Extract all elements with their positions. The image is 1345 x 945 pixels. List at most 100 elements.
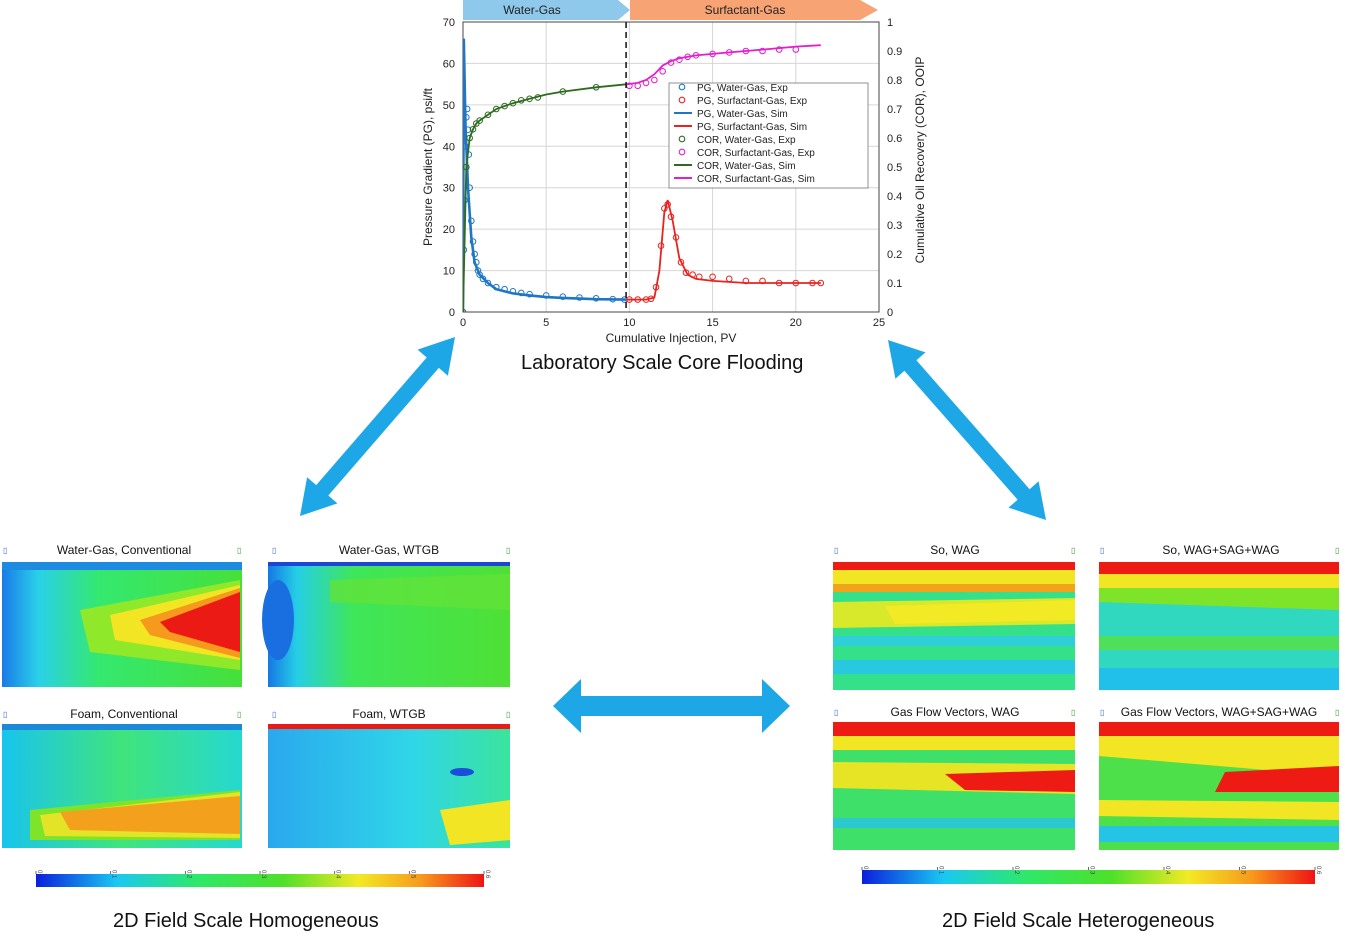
data-point: [484, 111, 492, 119]
panel-field-layer: [833, 636, 1075, 646]
y2-tick-label: 0.7: [887, 104, 902, 116]
panel-field-layer: [833, 570, 1075, 584]
panel-corner-mark: ▯: [1100, 708, 1104, 717]
panel-field-layer: [1099, 736, 1339, 776]
panel-gas-flow-vectors-wag-sag-wag: Gas Flow Vectors, WAG+SAG+WAG ▯ ▯: [1099, 705, 1339, 850]
panel-corner-mark: ▯: [834, 708, 838, 717]
series-0: [463, 105, 628, 303]
data-point: [775, 46, 783, 53]
panel-title: Water-Gas, Conventional: [57, 543, 191, 557]
x-axis-label: Cumulative Injection, PV: [606, 331, 737, 345]
panel-field-layer: [833, 562, 1075, 570]
panel-field-layer: [1099, 562, 1339, 574]
y2-tick-label: 0.4: [887, 191, 902, 203]
panel-field-layer: [440, 800, 510, 845]
panel-title: Gas Flow Vectors, WAG: [891, 705, 1020, 719]
panel-so-wag: So, WAG ▯ ▯: [833, 543, 1075, 690]
colorbar-tick-label: 0.1: [111, 870, 117, 879]
legend-entry: PG, Surfactant-Gas, Exp: [697, 96, 807, 107]
legend-entry: COR, Water-Gas, Sim: [697, 161, 796, 172]
x-tick-label: 5: [543, 317, 549, 329]
series-line: [463, 38, 627, 312]
y-tick-label: 60: [443, 58, 455, 70]
panel-field-layer: [2, 724, 242, 730]
colorbar-gradient: [36, 874, 484, 887]
y-tick-label: 70: [443, 17, 455, 29]
panel-corner-mark: ▯: [272, 546, 276, 555]
legend-marker: [678, 96, 686, 104]
legend-entry: PG, Water-Gas, Sim: [697, 109, 788, 120]
panel-field-layer: [268, 562, 510, 566]
panel-corner-mark: ▯: [3, 546, 7, 555]
y-tick-label: 50: [443, 100, 455, 112]
y-axis-label: Pressure Gradient (PG), psi/ft: [421, 87, 435, 246]
panel-field-layer: [1099, 636, 1339, 650]
panel-field-layer: [268, 724, 510, 729]
series-2: [463, 38, 627, 312]
panel-title: Water-Gas, WTGB: [339, 543, 439, 557]
panel-field-layer: [1099, 668, 1339, 690]
data-point: [492, 105, 500, 113]
panel-field-layer: [1215, 766, 1339, 792]
panel-gas-flow-vectors-wag: Gas Flow Vectors, WAG ▯ ▯: [833, 705, 1075, 850]
panel-title: Gas Flow Vectors, WAG+SAG+WAG: [1121, 705, 1318, 719]
panel-corner-mark: ▯: [1071, 546, 1075, 555]
colorbar-tick-label: 0.6: [484, 870, 490, 879]
heterogeneous-colorbar: 0 0.1 0.2 0.3 0.4 0.5 0.6: [861, 866, 1321, 884]
panel-corner-mark: ▯: [272, 710, 276, 719]
y2-tick-label: 0.5: [887, 162, 902, 174]
panel-so-wag-sag-wag: So, WAG+SAG+WAG ▯ ▯: [1099, 543, 1339, 690]
series-7: [625, 44, 821, 86]
homogeneous-panels: Water-Gas, Conventional ▯ ▯ Water-Gas, W…: [0, 540, 520, 940]
colorbar-tick-label: 0.2: [1013, 866, 1019, 875]
panel-corner-mark: ▯: [506, 710, 510, 719]
chart-legend: PG, Water-Gas, Exp PG, Surfactant-Gas, Ex…: [668, 82, 869, 189]
y-tick-label: 20: [443, 224, 455, 236]
panel-title: Foam, Conventional: [70, 707, 177, 721]
heterogeneous-caption: 2D Field Scale Heterogeneous: [942, 910, 1215, 932]
data-point: [659, 68, 666, 75]
panel-field-layer: [160, 592, 240, 652]
x-tick-label: 15: [706, 317, 718, 329]
colorbar-tick-label: 0.6: [1315, 866, 1321, 875]
colorbar-tick-label: 0.5: [1240, 866, 1246, 875]
double-arrow-homogeneous-heterogeneous: [553, 679, 790, 733]
colorbar-tick-label: 0.3: [260, 870, 266, 879]
panel-corner-mark: ▯: [237, 710, 241, 719]
panel-field-layer: [1099, 826, 1339, 842]
phase-label-surfactant-gas: Surfactant-Gas: [705, 3, 786, 17]
panel-water-gas-wtgb: Water-Gas, WTGB ▯ ▯: [262, 543, 510, 687]
panel-field-layer: [450, 768, 474, 776]
colorbar-tick-label: 0.5: [409, 870, 415, 879]
y-tick-label: 40: [443, 141, 455, 153]
panel-foam-conventional: Foam, Conventional ▯ ▯: [2, 707, 242, 848]
panel-field-layer: [330, 574, 510, 610]
legend-marker: [678, 83, 686, 91]
y2-tick-label: 0: [887, 307, 893, 319]
data-point: [479, 275, 487, 283]
panel-field-layer: [833, 584, 1075, 592]
panel-water-gas-conventional: Water-Gas, Conventional ▯ ▯: [2, 543, 242, 687]
colorbar-tick-label: 0.3: [1089, 866, 1095, 875]
colorbar-tick-label: 0.1: [938, 866, 944, 875]
panel-field-layer: [833, 736, 1075, 750]
x-tick-label: 0: [460, 317, 466, 329]
panel-field-layer: [1099, 588, 1339, 610]
panel-field-layer: [833, 818, 1075, 828]
panel-field-layer: [885, 600, 1075, 624]
panel-field-layer: [2, 562, 242, 570]
x-tick-label: 10: [623, 317, 635, 329]
y2-tick-label: 0.8: [887, 75, 902, 87]
panel-field-layer: [1099, 800, 1339, 820]
data-point: [476, 117, 483, 124]
colorbar-gradient: [862, 870, 1315, 884]
colorbar-tick-label: 0: [862, 866, 868, 870]
panel-field-layer: [945, 770, 1075, 792]
homogeneous-caption: 2D Field Scale Homogeneous: [113, 910, 379, 932]
y-tick-label: 30: [443, 183, 455, 195]
panel-corner-mark: ▯: [506, 546, 510, 555]
colorbar-tick-label: 0.4: [335, 870, 341, 879]
panel-title: So, WAG: [930, 543, 980, 557]
panel-corner-mark: ▯: [3, 710, 7, 719]
panel-field-layer: [1099, 574, 1339, 588]
